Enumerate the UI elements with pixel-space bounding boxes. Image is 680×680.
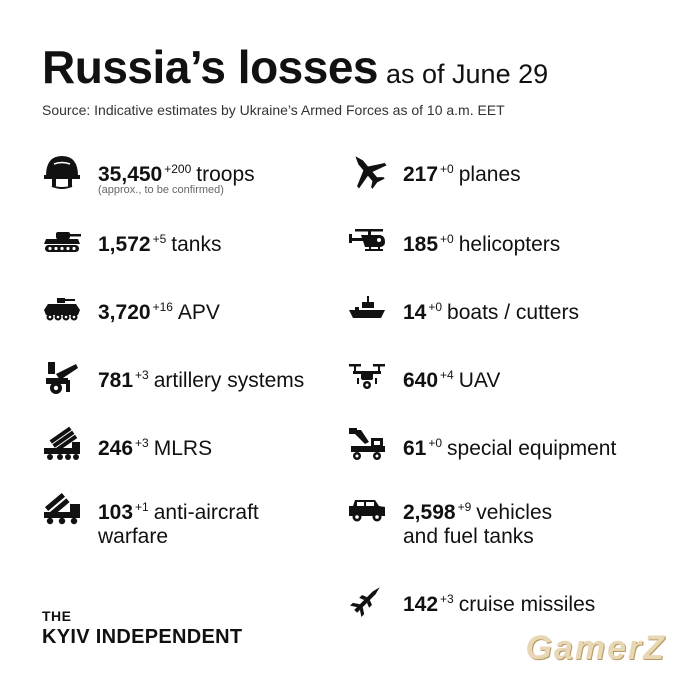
stat-uav: 640 +4 UAV <box>347 356 647 396</box>
source-note: Source: Indicative estimates by Ukraine’… <box>42 102 505 118</box>
delta: +3 <box>135 368 149 382</box>
value: 185 <box>403 233 439 256</box>
artillery-icon <box>46 362 78 394</box>
label: boats / cutters <box>447 301 579 324</box>
value: 142 <box>403 593 439 616</box>
mlrs-icon <box>44 426 80 460</box>
label: MLRS <box>153 437 213 460</box>
delta: +0 <box>440 162 454 176</box>
note: (approx., to be confirmed) <box>98 184 224 196</box>
stat-planes: 217 +0 planes <box>347 150 647 190</box>
value: 1,572 <box>98 233 151 256</box>
value: 640 <box>403 369 439 392</box>
value: 35,450 <box>98 163 163 186</box>
special-equipment-icon <box>349 428 385 460</box>
stat-anti-aircraft: 103 +1 anti-aircraft warfare <box>42 488 332 558</box>
delta: +1 <box>135 500 149 514</box>
value: 103 <box>98 501 134 524</box>
label: vehicles <box>476 501 553 524</box>
stat-mlrs: 246 +3 MLRS <box>42 424 332 464</box>
helmet-icon <box>44 156 80 189</box>
delta: +0 <box>440 232 454 246</box>
boat-icon <box>349 296 385 318</box>
label: artillery systems <box>153 369 305 392</box>
title-main: Russia’s losses <box>42 41 379 93</box>
value: 781 <box>98 369 134 392</box>
label-line2: and fuel tanks <box>403 525 534 548</box>
delta: +0 <box>428 300 443 314</box>
title-date: as of June 29 <box>386 59 549 89</box>
logo-line1: THE <box>42 608 72 624</box>
stat-troops: 35,450 +200 troops (approx., to be confirm… <box>42 150 332 196</box>
publisher-logo: THE KYIV INDEPENDENT <box>42 608 242 649</box>
tank-icon <box>44 232 81 252</box>
logo-line2: KYIV INDEPENDENT <box>42 626 243 648</box>
label: APV <box>177 301 220 324</box>
vehicle-icon <box>349 500 385 522</box>
cruise-missile-icon <box>350 587 380 617</box>
delta: +9 <box>457 500 472 514</box>
anti-aircraft-icon <box>44 492 80 525</box>
stat-apv: 3,720 +16 APV <box>42 288 332 328</box>
delta: +3 <box>440 592 454 606</box>
delta: +4 <box>440 368 454 382</box>
watermark: GamerZ <box>525 629 666 667</box>
helicopter-icon <box>349 229 385 251</box>
delta: +200 <box>164 162 192 176</box>
delta: +3 <box>135 436 149 450</box>
label: UAV <box>458 369 501 392</box>
plane-icon <box>355 156 387 189</box>
label: troops <box>196 163 255 186</box>
value: 61 <box>403 437 427 460</box>
stat-artillery: 781 +3 artillery systems <box>42 356 342 396</box>
label-line2: warfare <box>98 525 169 548</box>
label: helicopters <box>458 233 561 256</box>
value: 217 <box>403 163 439 186</box>
apv-icon <box>44 298 80 321</box>
label: special equipment <box>447 437 617 460</box>
stat-cruise-missiles: 142 +3 cruise missiles <box>347 580 647 620</box>
label: tanks <box>171 233 222 256</box>
delta: +0 <box>428 436 443 450</box>
delta: +5 <box>152 232 167 246</box>
label: planes <box>458 163 521 186</box>
label: anti-aircraft <box>153 501 259 524</box>
delta: +16 <box>152 300 173 314</box>
value: 3,720 <box>98 301 151 324</box>
value: 2,598 <box>403 501 456 524</box>
value: 246 <box>98 437 134 460</box>
stat-vehicles: 2,598 +9 vehicles and fuel tanks <box>347 488 647 558</box>
label: cruise missiles <box>458 593 596 616</box>
stat-helicopters: 185 +0 helicopters <box>347 220 647 260</box>
value: 14 <box>403 301 427 324</box>
stat-boats: 14 +0 boats / cutters <box>347 288 647 328</box>
stat-special-equipment: 61 +0 special equipment <box>347 424 657 464</box>
page-title: Russia’s losses as of June 29 <box>42 40 548 94</box>
stat-tanks: 1,572 +5 tanks <box>42 220 332 260</box>
drone-icon <box>349 364 385 389</box>
